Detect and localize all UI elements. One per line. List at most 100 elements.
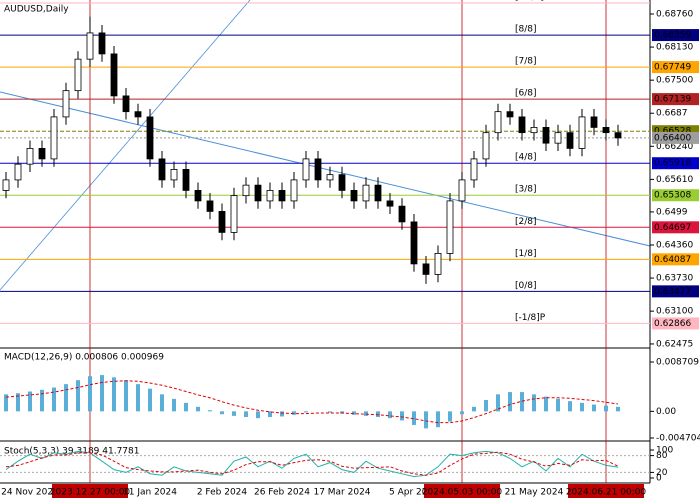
candle-body [566,132,574,149]
x-tick-label: 5 Apr 2024 [389,488,439,498]
y-tick-label: 0 [656,474,662,484]
murray-label: [8/8] [515,25,537,35]
y-tick-label: 0.64360 [656,240,693,250]
candle-body [2,179,10,191]
candle-body [434,252,442,275]
murray-label: [4/8] [515,153,537,163]
level-box [652,317,699,330]
histogram-bar [340,411,344,414]
level-box [652,29,699,42]
level-value: 0.65308 [654,191,691,201]
y-tick-label: 0.68130 [656,43,693,53]
murray-label: [0/8] [515,281,537,291]
histogram-bar [376,411,380,418]
x-tick-label: 2 Feb 2024 [197,488,248,498]
x-tick-label: 2024.05.03 00:00 [422,488,503,498]
histogram-bar [76,380,80,412]
candle-body [542,127,550,144]
histogram-bar [172,398,176,412]
histogram-bar [484,400,488,412]
y-tick-label: 0.65610 [656,175,693,185]
histogram-bar [460,411,464,415]
histogram-bar [184,402,188,412]
histogram-bar [148,388,152,412]
histogram-bar [412,411,416,425]
histogram-bar [112,377,116,412]
x-tick-label: 2023.12.27 00:00 [50,488,131,498]
level-box [652,221,699,234]
murray-label: [-1/8]P [515,313,546,323]
level-value: 0.64087 [654,255,691,265]
murray-label: [+1/8]P [515,0,550,3]
indicator-title: Stoch(5,3,3) 39.3189 41.7781 [4,447,139,457]
histogram-bar [100,375,104,412]
candle-body [362,184,370,202]
level-value: 0.68359 [654,31,691,41]
histogram-bar [544,396,548,412]
histogram-bar [40,389,44,412]
candle-body [266,190,274,202]
candle-body [194,190,202,202]
candle-body [518,116,526,134]
candle-body [50,116,58,160]
candle-body [38,148,46,160]
histogram-bar [328,411,332,413]
y-tick-label: 20 [656,468,668,478]
candle-body [242,184,250,197]
histogram-bar [304,411,308,413]
level-value: 0.62866 [654,319,691,329]
candle-body [422,263,430,275]
histogram-bar [268,411,272,418]
chart-title: AUDUSD,Daily [4,5,69,15]
y-tick-label: -0.004704 [656,434,700,444]
y-tick-label: 0.00 [656,407,676,417]
histogram-bar [232,411,236,416]
candle-body [614,132,622,139]
x-tick-label: 2024.06.21 00:00 [566,488,647,498]
y-tick-label: 80 [656,451,668,461]
level-box [652,93,699,106]
histogram-bar [196,406,200,412]
candle-body [110,53,118,97]
x-tick-label: 21 May 2024 [505,488,564,498]
candle-body [182,169,190,191]
candle-body [578,116,586,149]
candle-body [134,111,142,118]
histogram-bar [424,411,428,429]
indicator-line [5,451,619,476]
indicator-title: MACD(12,26,9) 0.000806 0.000969 [4,353,164,363]
candle-body [98,32,106,55]
histogram-bar [64,384,68,412]
murray-label: [3/8] [515,185,537,195]
candle-body [170,169,178,181]
candle-body [458,179,466,202]
candle-body [602,127,610,134]
candle-body [290,179,298,202]
histogram-bar [388,411,392,419]
candle-body [326,174,334,181]
candle-body [554,132,562,144]
price-value: 0.66400 [654,133,691,143]
histogram-bar [4,394,8,412]
candle-body [446,200,454,254]
histogram-bar [616,406,620,412]
candle-body [314,158,322,181]
candle-body [206,200,214,212]
date-highlight [568,484,644,498]
candle-body [374,184,382,202]
y-tick-label: 0.6499 [656,207,688,217]
murray-label: [2/8] [515,217,537,227]
level-value: 0.64697 [654,223,691,233]
candle-body [254,184,262,202]
y-tick-label: 0.6687 [656,109,688,119]
candle-body [278,190,286,202]
candle-body [410,221,418,265]
y-tick-label: 0.008709 [656,358,699,368]
candle-body [590,116,598,128]
trend-line [0,0,251,291]
x-tick-label: 24 Nov 2023 [1,488,59,498]
histogram-bar [580,402,584,412]
level-box [652,61,699,74]
y-tick-label: 0.62475 [656,339,693,349]
